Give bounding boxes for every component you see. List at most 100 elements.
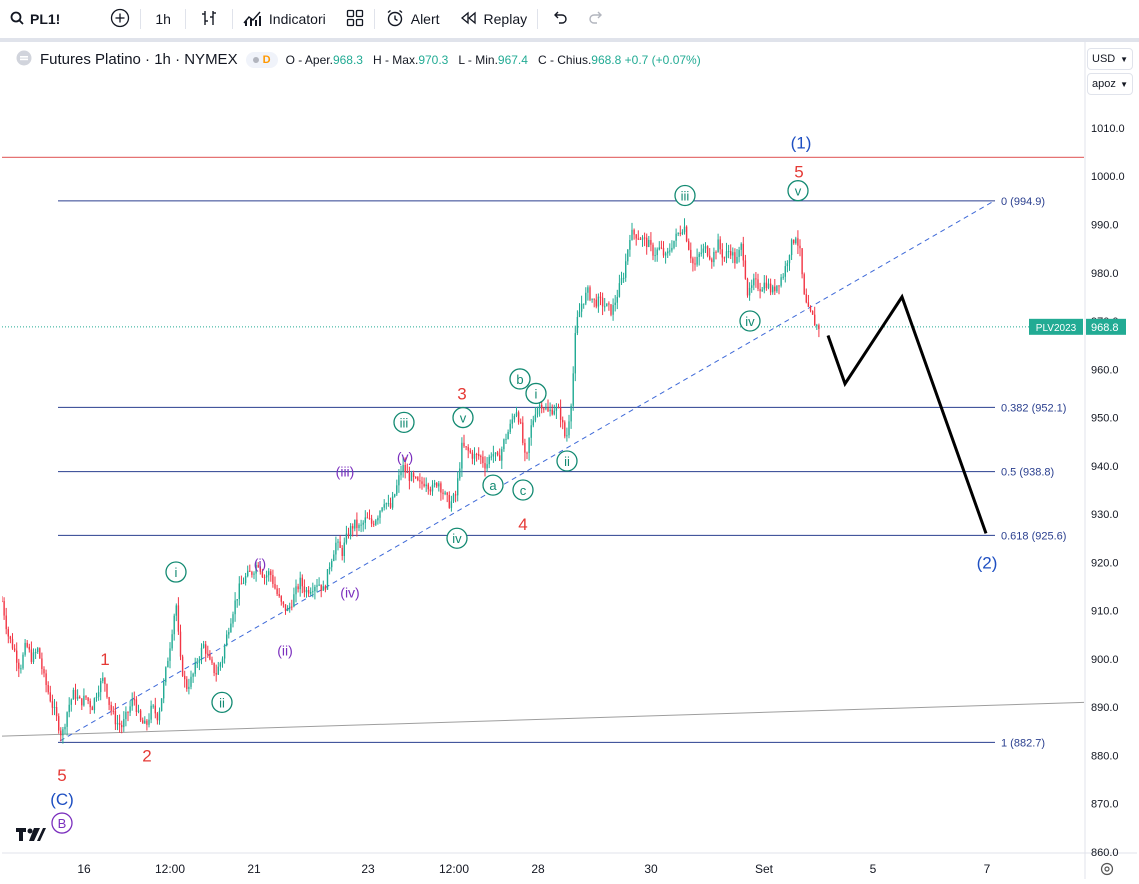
toolbar-divider <box>537 9 539 29</box>
top-toolbar: PL1! 1h Indicatori Alert Rep <box>0 0 1139 38</box>
candle-body-down <box>564 422 566 437</box>
candle-body-up <box>305 589 308 593</box>
candle-body-up <box>226 634 228 646</box>
candle-body-up <box>400 471 402 476</box>
candle-body-down <box>121 725 123 728</box>
redo-icon <box>588 11 604 28</box>
symbol-search-button[interactable]: PL1! <box>0 0 70 38</box>
symbol-title[interactable]: Futures Platino · 1h · NYMEX <box>40 51 238 68</box>
candle-body-up <box>767 283 770 289</box>
scale-mode-label: apoz <box>1092 78 1116 90</box>
close-number: 968.8 <box>591 52 622 67</box>
candle-body-up <box>572 373 574 406</box>
candle-body-down <box>692 258 694 264</box>
candle-body-up <box>375 520 377 525</box>
candle-body-up <box>255 565 257 574</box>
gear-icon[interactable] <box>1100 862 1114 879</box>
candle-body-down <box>423 483 425 487</box>
toolbar-border <box>0 38 1139 42</box>
scale-mode-select[interactable]: apoz ▼ <box>1087 73 1133 95</box>
candle-body-up <box>681 232 684 234</box>
contract-tag <box>1029 318 1083 335</box>
candle-body-down <box>280 596 282 602</box>
price-tick-label: 990.0 <box>1091 219 1119 231</box>
candle-body-up <box>326 569 329 590</box>
candle-body-down <box>467 447 469 451</box>
undo-button[interactable] <box>538 0 582 38</box>
candle-body-down <box>595 299 597 307</box>
wave-label: a <box>489 478 497 493</box>
candle-body-down <box>5 615 7 630</box>
candle-body-down <box>769 283 772 293</box>
candle-body-down <box>551 409 553 415</box>
redo-button[interactable] <box>582 0 610 38</box>
candle-body-down <box>730 251 732 256</box>
candle-body-down <box>28 646 30 650</box>
layouts-button[interactable] <box>336 0 374 38</box>
price-tick-label: 870.0 <box>1091 799 1119 811</box>
compare-add-button[interactable] <box>100 0 140 38</box>
time-axis[interactable]: 16 12:00 21 23 12:00 28 30 Set 5 7 <box>77 862 990 876</box>
indicators-button[interactable]: Indicatori <box>233 0 336 38</box>
candle-body-down <box>484 463 486 469</box>
candle-body-up <box>574 333 576 374</box>
candle-body-down <box>650 239 652 245</box>
candle-body-down <box>759 288 761 292</box>
candle-body-up <box>538 404 541 409</box>
candle-body-down <box>522 422 524 443</box>
candle-body-down <box>7 629 9 637</box>
candle-body-up <box>583 303 585 305</box>
candle-body-down <box>373 523 375 525</box>
price-chart[interactable]: 0 (994.9) 0.382 (952.1) 0.5 (938.8) 0.618 (… <box>1 42 1137 879</box>
candle-body-up <box>700 252 702 254</box>
currency-select[interactable]: USD ▼ <box>1087 48 1133 70</box>
undo-icon <box>552 11 568 28</box>
price-axis[interactable]: 860.0 870.0 880.0 890.0 900.0 910.0 920.0 930.0… <box>1029 123 1126 859</box>
candle-body-down <box>793 239 795 244</box>
replay-button[interactable]: Replay <box>450 0 538 38</box>
chart-type-button[interactable] <box>186 0 232 38</box>
candle-body-up <box>654 255 656 257</box>
ohlc-values: O - Aper.968.3 H - Max.970.3 L - Min.967… <box>286 53 701 67</box>
candle-body-up <box>116 722 119 725</box>
candle-body-down <box>404 464 406 473</box>
candle-body-down <box>177 605 180 632</box>
current-price-label: 968.8 <box>1091 322 1119 334</box>
candle-body-up <box>234 600 236 615</box>
candle-body-up <box>528 437 530 453</box>
price-tick-label: 1010.0 <box>1091 123 1125 135</box>
candle-body-up <box>70 699 72 705</box>
market-status-badge[interactable]: D <box>245 51 278 68</box>
badge-label: D <box>262 53 271 66</box>
candle-body-down <box>270 571 272 575</box>
candle-body-down <box>471 452 474 459</box>
candle-body-up <box>753 278 755 286</box>
interval-button[interactable]: 1h <box>141 0 185 38</box>
candle-body-down <box>274 583 276 589</box>
time-tick-label: 30 <box>644 862 658 876</box>
fib-level-label: 1 (882.7) <box>1001 737 1045 749</box>
candle-body-up <box>328 567 331 570</box>
wave-label-circle <box>51 812 73 834</box>
candle-body-down <box>557 407 560 409</box>
candle-body-up <box>511 419 513 424</box>
candle-body-down <box>715 251 717 253</box>
wave-labels: 5(C)B12iii(i)(ii)(iii)(iv)(v)iiiiv3vabc4… <box>50 133 997 834</box>
tradingview-logo-icon[interactable] <box>16 826 46 847</box>
candle-body-down <box>263 577 266 579</box>
candle-body-up <box>62 729 64 736</box>
candle-body-down <box>49 692 51 702</box>
candle-body-down <box>448 494 450 508</box>
candle-body-up <box>782 276 784 278</box>
wave-label-circle <box>739 310 761 332</box>
alert-button[interactable]: Alert <box>375 0 450 38</box>
candle-body-up <box>507 431 509 440</box>
candle-body-up <box>677 232 679 234</box>
chart-pane[interactable]: 0 (994.9) 0.382 (952.1) 0.5 (938.8) 0.618 (… <box>1 42 1137 879</box>
candle-body-down <box>16 650 18 663</box>
wave-label: B <box>58 816 67 831</box>
candle-body-down <box>469 450 471 453</box>
candle-body-down <box>154 705 156 714</box>
candle-body-down <box>112 710 114 712</box>
candle-body-down <box>240 583 243 585</box>
